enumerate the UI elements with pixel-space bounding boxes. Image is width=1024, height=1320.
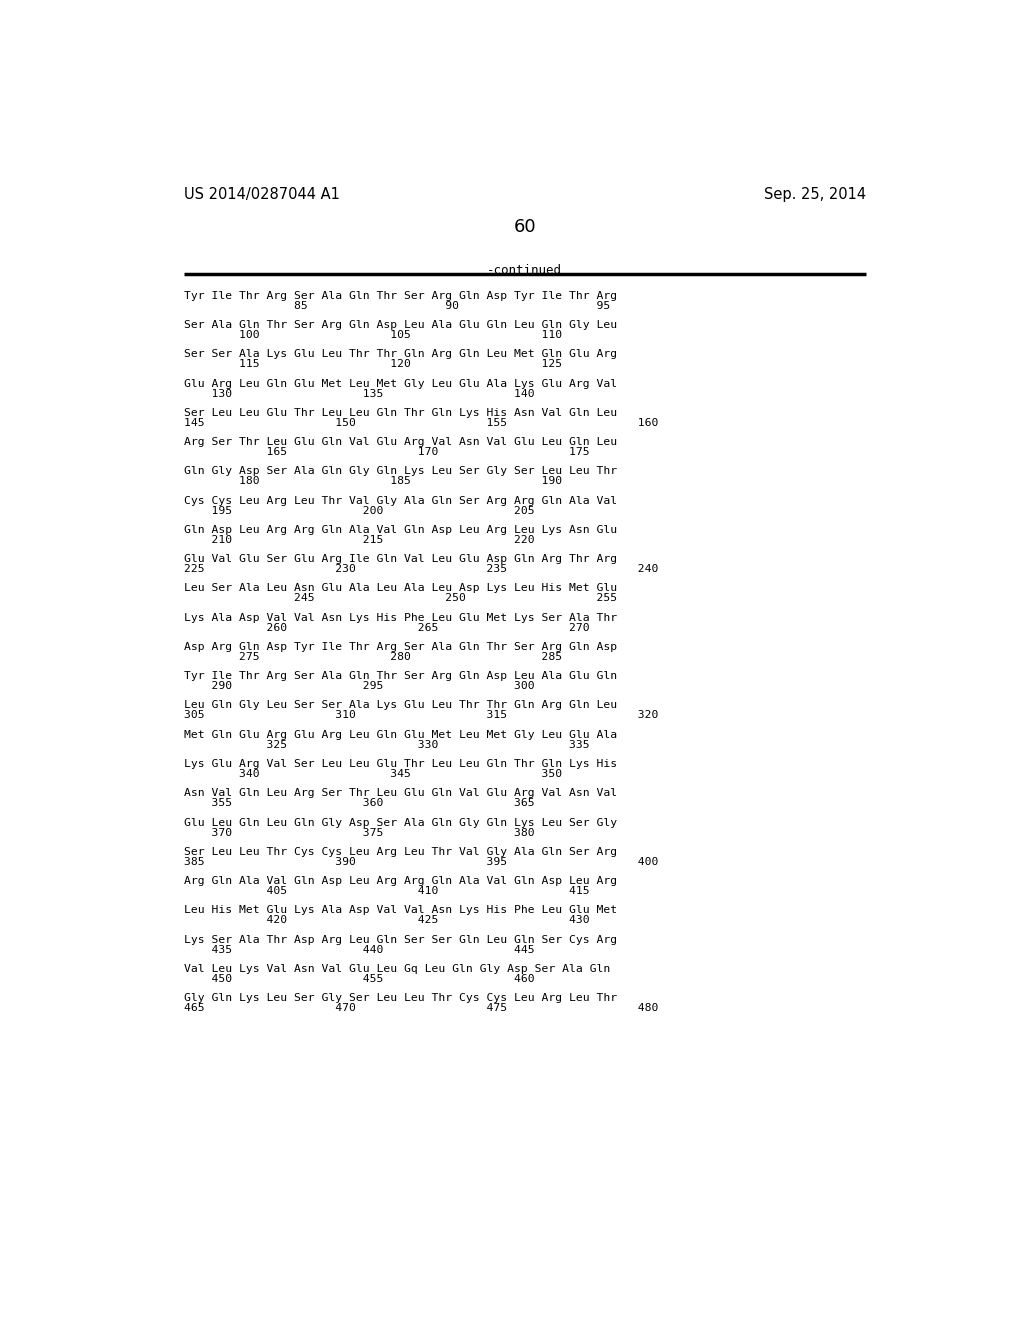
Text: Cys Cys Leu Arg Leu Thr Val Gly Ala Gln Ser Arg Arg Gln Ala Val: Cys Cys Leu Arg Leu Thr Val Gly Ala Gln … — [183, 496, 616, 506]
Text: 60: 60 — [513, 218, 537, 236]
Text: 325                   330                   335: 325 330 335 — [183, 739, 590, 750]
Text: Tyr Ile Thr Arg Ser Ala Gln Thr Ser Arg Gln Asp Tyr Ile Thr Arg: Tyr Ile Thr Arg Ser Ala Gln Thr Ser Arg … — [183, 290, 616, 301]
Text: 450                   455                   460: 450 455 460 — [183, 974, 535, 983]
Text: -continued: -continued — [487, 264, 562, 277]
Text: 290                   295                   300: 290 295 300 — [183, 681, 535, 692]
Text: 210                   215                   220: 210 215 220 — [183, 535, 535, 545]
Text: Gly Gln Lys Leu Ser Gly Ser Leu Leu Thr Cys Cys Leu Arg Leu Thr: Gly Gln Lys Leu Ser Gly Ser Leu Leu Thr … — [183, 993, 616, 1003]
Text: Glu Arg Leu Gln Glu Met Leu Met Gly Leu Glu Ala Lys Glu Arg Val: Glu Arg Leu Gln Glu Met Leu Met Gly Leu … — [183, 379, 616, 388]
Text: Ser Leu Leu Glu Thr Leu Leu Gln Thr Gln Lys His Asn Val Gln Leu: Ser Leu Leu Glu Thr Leu Leu Gln Thr Gln … — [183, 408, 616, 418]
Text: Leu His Met Glu Lys Ala Asp Val Val Asn Lys His Phe Leu Glu Met: Leu His Met Glu Lys Ala Asp Val Val Asn … — [183, 906, 616, 915]
Text: Ser Leu Leu Thr Cys Cys Leu Arg Leu Thr Val Gly Ala Gln Ser Arg: Ser Leu Leu Thr Cys Cys Leu Arg Leu Thr … — [183, 847, 616, 857]
Text: Met Gln Glu Arg Glu Arg Leu Gln Glu Met Leu Met Gly Leu Glu Ala: Met Gln Glu Arg Glu Arg Leu Gln Glu Met … — [183, 730, 616, 739]
Text: 180                   185                   190: 180 185 190 — [183, 477, 562, 486]
Text: Lys Glu Arg Val Ser Leu Leu Glu Thr Leu Leu Gln Thr Gln Lys His: Lys Glu Arg Val Ser Leu Leu Glu Thr Leu … — [183, 759, 616, 770]
Text: Gln Asp Leu Arg Arg Gln Ala Val Gln Asp Leu Arg Leu Lys Asn Glu: Gln Asp Leu Arg Arg Gln Ala Val Gln Asp … — [183, 525, 616, 535]
Text: Tyr Ile Thr Arg Ser Ala Gln Thr Ser Arg Gln Asp Leu Ala Glu Gln: Tyr Ile Thr Arg Ser Ala Gln Thr Ser Arg … — [183, 671, 616, 681]
Text: 465                   470                   475                   480: 465 470 475 480 — [183, 1003, 658, 1012]
Text: Leu Gln Gly Leu Ser Ser Ala Lys Glu Leu Thr Thr Gln Arg Gln Leu: Leu Gln Gly Leu Ser Ser Ala Lys Glu Leu … — [183, 701, 616, 710]
Text: Leu Ser Ala Leu Asn Glu Ala Leu Ala Leu Asp Lys Leu His Met Glu: Leu Ser Ala Leu Asn Glu Ala Leu Ala Leu … — [183, 583, 616, 594]
Text: 115                   120                   125: 115 120 125 — [183, 359, 562, 370]
Text: 405                   410                   415: 405 410 415 — [183, 886, 590, 896]
Text: Gln Gly Asp Ser Ala Gln Gly Gln Lys Leu Ser Gly Ser Leu Leu Thr: Gln Gly Asp Ser Ala Gln Gly Gln Lys Leu … — [183, 466, 616, 477]
Text: 340                   345                   350: 340 345 350 — [183, 770, 562, 779]
Text: 195                   200                   205: 195 200 205 — [183, 506, 535, 516]
Text: Ser Ala Gln Thr Ser Arg Gln Asp Leu Ala Glu Gln Leu Gln Gly Leu: Ser Ala Gln Thr Ser Arg Gln Asp Leu Ala … — [183, 321, 616, 330]
Text: US 2014/0287044 A1: US 2014/0287044 A1 — [183, 187, 340, 202]
Text: 260                   265                   270: 260 265 270 — [183, 623, 590, 632]
Text: Sep. 25, 2014: Sep. 25, 2014 — [764, 187, 866, 202]
Text: 165                   170                   175: 165 170 175 — [183, 447, 590, 457]
Text: Asp Arg Gln Asp Tyr Ile Thr Arg Ser Ala Gln Thr Ser Arg Gln Asp: Asp Arg Gln Asp Tyr Ile Thr Arg Ser Ala … — [183, 642, 616, 652]
Text: 145                   150                   155                   160: 145 150 155 160 — [183, 418, 658, 428]
Text: 370                   375                   380: 370 375 380 — [183, 828, 535, 837]
Text: Asn Val Gln Leu Arg Ser Thr Leu Glu Gln Val Glu Arg Val Asn Val: Asn Val Gln Leu Arg Ser Thr Leu Glu Gln … — [183, 788, 616, 799]
Text: Lys Ser Ala Thr Asp Arg Leu Gln Ser Ser Gln Leu Gln Ser Cys Arg: Lys Ser Ala Thr Asp Arg Leu Gln Ser Ser … — [183, 935, 616, 945]
Text: 85                    90                    95: 85 90 95 — [183, 301, 610, 310]
Text: Lys Ala Asp Val Val Asn Lys His Phe Leu Glu Met Lys Ser Ala Thr: Lys Ala Asp Val Val Asn Lys His Phe Leu … — [183, 612, 616, 623]
Text: 385                   390                   395                   400: 385 390 395 400 — [183, 857, 658, 867]
Text: 275                   280                   285: 275 280 285 — [183, 652, 562, 661]
Text: Glu Leu Gln Leu Gln Gly Asp Ser Ala Gln Gly Gln Lys Leu Ser Gly: Glu Leu Gln Leu Gln Gly Asp Ser Ala Gln … — [183, 817, 616, 828]
Text: 435                   440                   445: 435 440 445 — [183, 945, 535, 954]
Text: 305                   310                   315                   320: 305 310 315 320 — [183, 710, 658, 721]
Text: 225                   230                   235                   240: 225 230 235 240 — [183, 564, 658, 574]
Text: Ser Ser Ala Lys Glu Leu Thr Thr Gln Arg Gln Leu Met Gln Glu Arg: Ser Ser Ala Lys Glu Leu Thr Thr Gln Arg … — [183, 350, 616, 359]
Text: 420                   425                   430: 420 425 430 — [183, 915, 590, 925]
Text: 130                   135                   140: 130 135 140 — [183, 388, 535, 399]
Text: 100                   105                   110: 100 105 110 — [183, 330, 562, 341]
Text: 355                   360                   365: 355 360 365 — [183, 799, 535, 808]
Text: 245                   250                   255: 245 250 255 — [183, 594, 616, 603]
Text: Glu Val Glu Ser Glu Arg Ile Gln Val Leu Glu Asp Gln Arg Thr Arg: Glu Val Glu Ser Glu Arg Ile Gln Val Leu … — [183, 554, 616, 564]
Text: Val Leu Lys Val Asn Val Glu Leu Gq Leu Gln Gly Asp Ser Ala Gln: Val Leu Lys Val Asn Val Glu Leu Gq Leu G… — [183, 964, 610, 974]
Text: Arg Gln Ala Val Gln Asp Leu Arg Arg Gln Ala Val Gln Asp Leu Arg: Arg Gln Ala Val Gln Asp Leu Arg Arg Gln … — [183, 876, 616, 886]
Text: Arg Ser Thr Leu Glu Gln Val Glu Arg Val Asn Val Glu Leu Gln Leu: Arg Ser Thr Leu Glu Gln Val Glu Arg Val … — [183, 437, 616, 447]
